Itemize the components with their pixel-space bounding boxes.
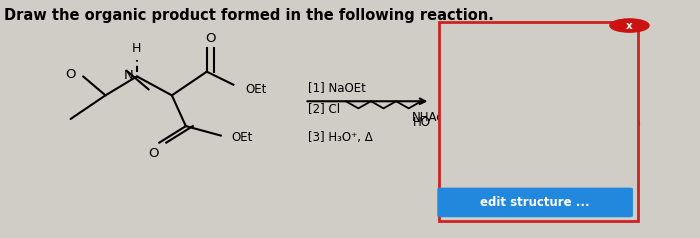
Text: x: x	[626, 20, 633, 30]
Text: OEt: OEt	[231, 131, 253, 144]
Text: OEt: OEt	[245, 83, 267, 96]
Circle shape	[610, 19, 649, 32]
FancyBboxPatch shape	[439, 22, 638, 221]
Text: O: O	[148, 147, 159, 160]
Text: O: O	[65, 68, 76, 80]
Text: NH₂: NH₂	[531, 46, 553, 59]
Text: O: O	[568, 59, 578, 72]
Text: edit structure ...: edit structure ...	[480, 196, 590, 209]
Text: N: N	[124, 69, 134, 82]
Text: Draw the organic product formed in the following reaction.: Draw the organic product formed in the f…	[4, 8, 494, 23]
Text: HO: HO	[413, 116, 431, 129]
Text: O: O	[490, 59, 499, 72]
Text: [1] NaOEt: [1] NaOEt	[308, 80, 366, 94]
Text: O: O	[205, 32, 216, 45]
Text: [2] Cl: [2] Cl	[308, 102, 340, 115]
Text: H: H	[132, 41, 141, 55]
Text: [3] H₃O⁺, Δ: [3] H₃O⁺, Δ	[308, 131, 373, 144]
Text: NHAc: NHAc	[412, 111, 443, 124]
FancyBboxPatch shape	[438, 188, 633, 217]
Text: CH₃: CH₃	[619, 116, 640, 129]
